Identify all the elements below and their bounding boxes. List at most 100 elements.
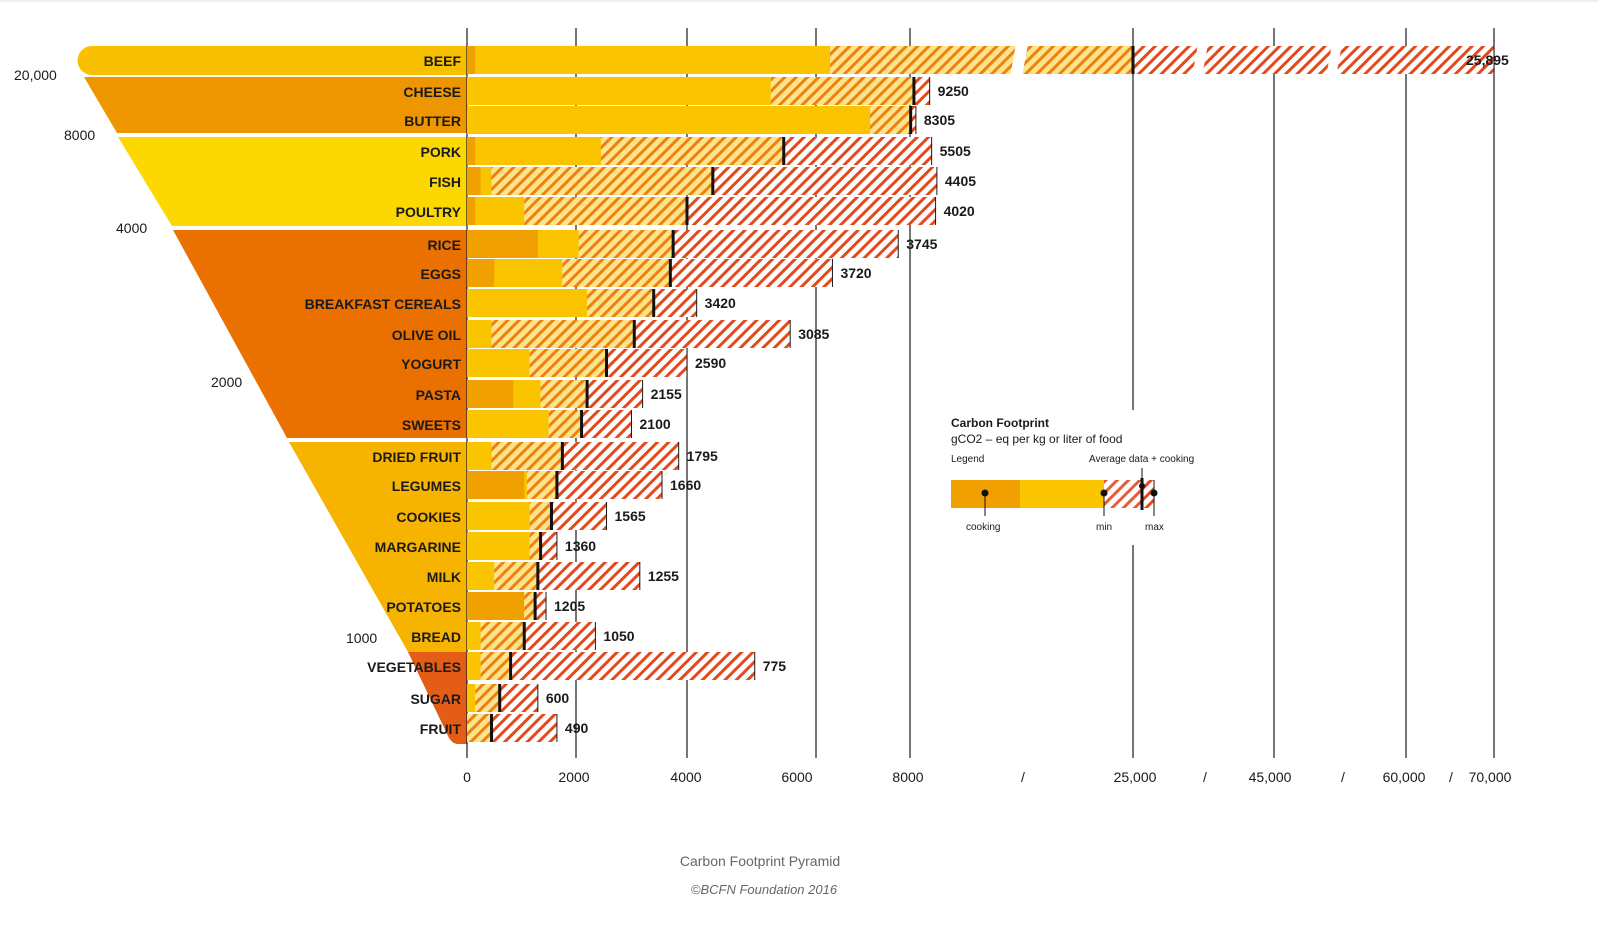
x-axis: 0 2000 4000 6000 8000 / 25,000 / 45,000 … <box>463 769 1512 785</box>
pyramid-scale: 20,000 8000 4000 2000 1000 <box>14 67 377 646</box>
bar-row-poultry <box>467 197 937 225</box>
bar-row-potatoes <box>467 592 547 620</box>
bar-row-vegetables <box>467 652 756 680</box>
value-label: 2590 <box>695 355 726 371</box>
value-label: 490 <box>565 720 589 736</box>
pyramid-band-dried-fruit-bread <box>289 442 467 652</box>
bar-row-pork <box>467 137 933 165</box>
bar-cooking-segment <box>467 46 476 74</box>
pyramid-band-tip <box>408 652 467 744</box>
bar-average-marker <box>536 562 540 590</box>
value-label: 4020 <box>944 203 975 219</box>
bar-min-segment <box>467 502 530 530</box>
legend-max-label: max <box>1145 522 1164 533</box>
bar-min-segment <box>467 410 549 438</box>
value-label: 25,895 <box>1466 52 1509 68</box>
bar-range-hatch <box>524 622 596 650</box>
bar-min-segment <box>467 137 601 165</box>
value-label: 1795 <box>687 448 718 464</box>
legend: Carbon Footprint gCO2 – eq per kg or lit… <box>942 410 1212 545</box>
bar-range-hatch <box>581 410 632 438</box>
bar-average-hatch <box>870 106 911 134</box>
pyramid-band-cheese-butter <box>84 77 467 133</box>
axis-break <box>1326 44 1342 77</box>
bar-range-hatch <box>1133 46 1494 74</box>
value-label: 3720 <box>840 265 871 281</box>
bar-min-segment <box>467 562 495 590</box>
bar-row-cookies <box>467 502 608 530</box>
bar-range-hatch <box>510 652 755 680</box>
bar-average-hatch <box>524 197 687 225</box>
value-label: 9250 <box>938 83 969 99</box>
bar-range-hatch <box>606 349 687 377</box>
bar-row-eggs <box>467 259 833 287</box>
bar-range-hatch <box>913 77 930 105</box>
bar-row-pasta <box>467 380 644 408</box>
bar-average-marker <box>533 592 537 620</box>
bar-average-hatch <box>770 77 914 105</box>
axis-break <box>1010 44 1028 77</box>
row-label: CHEESE <box>403 84 461 100</box>
bar-min-segment <box>467 289 588 317</box>
bar-average-marker <box>909 106 913 134</box>
bar-range-hatch <box>499 684 538 712</box>
row-label: BREAD <box>411 629 461 645</box>
pyramid-label: 2000 <box>211 374 242 390</box>
x-tick: 0 <box>463 769 471 785</box>
row-label: RICE <box>428 237 461 253</box>
bar-range-hatch <box>673 230 899 258</box>
bar-average-hatch <box>587 289 654 317</box>
value-label: 600 <box>546 690 570 706</box>
bar-min-segment <box>467 349 530 377</box>
bar-row-butter <box>467 106 917 134</box>
row-label: DRIED FRUIT <box>372 449 461 465</box>
bar-range-hatch <box>491 714 557 742</box>
row-label: POULTRY <box>396 204 462 220</box>
bar-average-hatch <box>480 622 525 650</box>
row-label: LEGUMES <box>392 478 461 494</box>
row-label: BUTTER <box>404 113 461 129</box>
bar-min-segment <box>467 77 771 105</box>
value-label: 775 <box>763 658 787 674</box>
x-tick: 25,000 <box>1114 769 1157 785</box>
bar-average-hatch <box>562 259 671 287</box>
pyramid-label: 8000 <box>64 127 95 143</box>
bar-average-marker <box>652 289 656 317</box>
bar-row-cheese <box>467 77 931 105</box>
legend-average-swatch <box>1020 480 1104 508</box>
row-label: EGGS <box>421 266 461 282</box>
bar-min-segment <box>467 106 871 134</box>
bar-range-hatch <box>910 106 916 134</box>
bar-cooking-segment <box>467 167 481 195</box>
pyramid-band-rice-sweets <box>173 230 467 438</box>
value-label: 3085 <box>798 326 829 342</box>
pyramid-label: 1000 <box>346 630 377 646</box>
bar-average-hatch <box>524 592 536 620</box>
value-label: 2100 <box>640 416 671 432</box>
bar-average-hatch <box>548 410 582 438</box>
x-tick: / <box>1203 769 1207 785</box>
legend-hatch-tip <box>1142 480 1154 508</box>
bar-row-sweets <box>467 410 632 438</box>
bar-cooking-segment <box>467 259 495 287</box>
row-label: BREAKFAST CEREALS <box>305 296 461 312</box>
bar-cooking-segment <box>467 380 514 408</box>
bar-row-rice <box>467 230 899 258</box>
value-label: 5505 <box>940 143 971 159</box>
bar-average-marker <box>490 714 494 742</box>
pyramid-shape <box>77 46 467 744</box>
bar-min-segment <box>467 46 831 74</box>
bar-average-marker <box>671 230 675 258</box>
bar-range-hatch <box>687 197 936 225</box>
bar-cooking-segment <box>467 137 476 165</box>
row-labels: BEEF CHEESE BUTTER PORK FISH POULTRY RICE EGGS B… <box>305 53 462 737</box>
legend-background <box>942 410 1212 545</box>
bar-row-legumes <box>467 471 663 499</box>
bar-row-fruit <box>467 714 558 742</box>
bar-average-hatch <box>480 652 511 680</box>
bar-row-dried-fruit <box>467 442 680 470</box>
x-tick: 2000 <box>558 769 589 785</box>
bar-row-fish <box>467 167 938 195</box>
chart-credit: ©BCFN Foundation 2016 <box>691 882 838 897</box>
bar-average-marker <box>555 471 559 499</box>
